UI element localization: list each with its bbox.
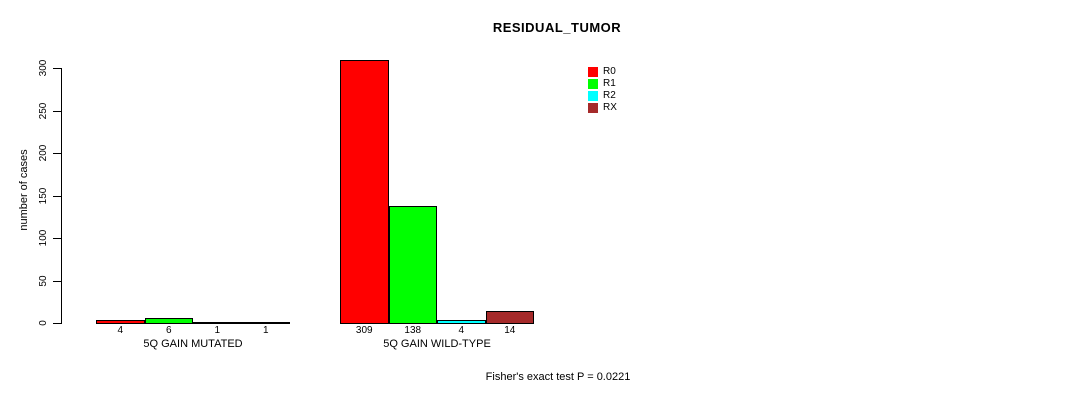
bar-r2 (437, 320, 486, 324)
bar-value-label: 1 (214, 325, 221, 336)
legend-label: RX (603, 102, 617, 113)
legend-label: R0 (603, 66, 616, 77)
bar-r0 (96, 320, 145, 324)
y-tick-mark (53, 195, 61, 197)
y-tick-label: 200 (38, 144, 49, 162)
legend: R0 R1 R2 RX (588, 67, 617, 115)
y-tick-label: 50 (38, 274, 49, 287)
y-tick-mark (53, 153, 61, 154)
y-axis-label: number of cases (18, 149, 30, 231)
bar-rx (241, 322, 290, 324)
bar-r0 (340, 60, 389, 324)
bar-value-label: 4 (117, 325, 124, 336)
bar-r2 (193, 322, 242, 324)
bar-value-label: 138 (404, 325, 422, 336)
y-tick-label: 0 (38, 320, 49, 326)
y-tick-mark (53, 110, 61, 112)
bar-r1 (388, 206, 437, 324)
y-tick-mark (53, 280, 61, 282)
y-tick-mark (53, 238, 61, 239)
bar-value-label: 309 (355, 325, 373, 336)
bar-value-label: 1 (262, 325, 269, 336)
stat-test-annotation: Fisher's exact test P = 0.0221 (485, 371, 631, 383)
bar-rx (485, 311, 534, 324)
y-tick-label: 150 (38, 187, 49, 204)
y-tick-mark (53, 68, 61, 69)
legend-item: R0 (588, 67, 617, 77)
legend-swatch-r2 (588, 91, 598, 101)
legend-item: R2 (588, 91, 617, 101)
group-label: 5Q GAIN MUTATED (143, 338, 243, 350)
legend-label: R1 (603, 78, 616, 89)
legend-swatch-r0 (588, 67, 598, 77)
legend-item: RX (588, 103, 617, 113)
group-label: 5Q GAIN WILD-TYPE (383, 338, 491, 350)
bar-value-label: 4 (458, 325, 465, 336)
bar-value-label: 6 (165, 325, 172, 336)
y-tick-label: 300 (38, 59, 49, 77)
y-tick-label: 100 (38, 229, 49, 247)
y-axis-line (61, 68, 62, 324)
y-tick-label: 250 (38, 102, 49, 119)
legend-swatch-r1 (588, 79, 598, 89)
bar-value-label: 14 (504, 325, 516, 336)
legend-item: R1 (588, 79, 617, 89)
bar-r1 (144, 318, 193, 324)
chart-title: RESIDUAL_TUMOR (492, 20, 622, 35)
legend-label: R2 (603, 90, 616, 101)
legend-swatch-rx (588, 103, 598, 113)
y-tick-mark (53, 323, 61, 324)
